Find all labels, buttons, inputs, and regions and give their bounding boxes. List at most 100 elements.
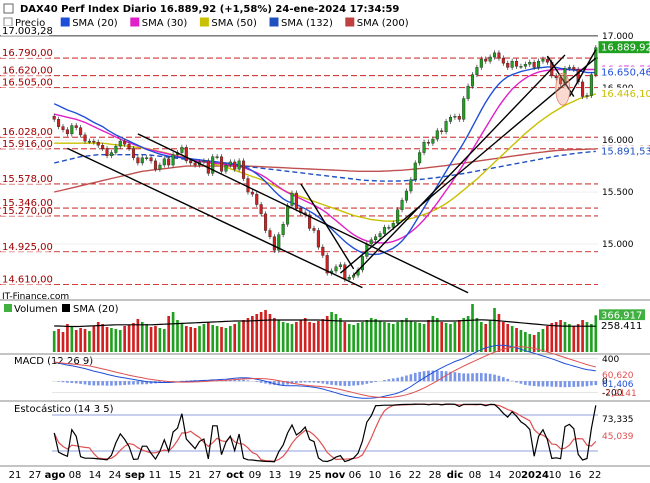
volume-bar [462,318,466,352]
volume-bar [308,322,311,352]
macd-histogram-bar [105,381,109,386]
macd-histogram-bar [317,381,320,383]
candle-body [325,255,329,274]
candle-body [378,233,382,237]
macd-histogram-bar [471,373,474,382]
macd-histogram-bar [563,381,567,388]
candle-body [559,77,563,85]
candle-body [528,62,532,65]
volume-tag-bg-0 [599,309,645,321]
volume-bar [532,335,536,352]
stoch-d-line [53,403,597,462]
macd-histogram-bar [440,370,444,382]
volume-bar [396,322,399,352]
volume-bar [123,326,126,352]
right-tag-label-2: 16.650,46 [601,68,650,79]
candle-body [594,47,598,75]
volume-bar [61,332,65,352]
volume-bar [136,319,140,352]
volume-bar [299,320,303,352]
volume-bar [484,324,488,352]
macd-histogram-bar [497,375,501,382]
macd-histogram-bar [457,372,461,382]
legend-label-5: SMA (200) [357,18,409,29]
volume-bar [444,323,448,352]
candle-body [109,152,113,156]
level-label-2: 16.620,00 [2,66,53,77]
macd-histogram-bar [541,381,545,387]
macd-histogram-bar [321,381,325,384]
macd-histogram-bar [237,379,241,382]
volume-tag-label-1: 258.411 [601,321,642,332]
candle-body [400,200,404,210]
volume-bar [114,329,118,352]
level-bg-6 [1,173,49,184]
right-tag-label-0: 16.889,92 [601,43,650,54]
volume-bar [132,323,135,352]
macd-histogram-bar [96,381,100,386]
menu-icon[interactable] [3,3,14,14]
volume-bar [572,326,576,352]
macd-histogram-bar [484,373,488,382]
macd-histogram-bar [312,381,316,383]
volume-legend-label: Volumen [14,304,58,315]
candle-body [286,205,290,225]
x-tick-label: 19 [289,470,302,481]
volume-bar [184,326,188,352]
candle-body [338,264,342,268]
volume-bar [563,322,567,352]
volume-bar [79,328,82,352]
candle-body [585,95,589,97]
volume-bar [110,328,113,352]
volume-bar [286,323,289,352]
candle-body [70,125,74,135]
macd-histogram-bar [449,371,452,382]
sma132-line [54,150,596,182]
macd-histogram-bar [140,381,144,385]
volume-bar [57,329,60,352]
volume-bar [479,322,483,352]
stoch-k-line [53,403,597,463]
volume-bar [405,318,408,352]
candle-body [237,160,241,170]
macd-histogram-bar [515,381,518,383]
volume-bar [409,321,413,352]
volume-bar [449,324,452,352]
macd-histogram-bar [343,381,347,386]
legend-swatch-4 [269,17,279,27]
candle-body [180,147,184,153]
candle-body [515,60,519,67]
x-tick-label: 15 [169,470,182,481]
volume-tag-bg-1 [599,320,645,332]
macd-histogram-bar [506,378,510,382]
legend-swatch-0 [3,17,13,27]
volume-bar [92,326,96,352]
volume-bar [211,325,215,352]
x-tick-label: 28 [429,470,442,481]
volume-bar [506,324,510,352]
legend-label-3: SMA (50) [211,18,257,29]
candle-body [96,141,100,146]
volume-bar [343,322,347,352]
candle-body [162,158,166,166]
level-label-3: 16.505,00 [2,78,53,89]
level-label-0: 17.003,28 [2,26,53,37]
y-tick-label-2: 16.000 [602,136,634,146]
volume-bar [176,320,179,352]
stoch-tag-1: 45,039 [602,432,634,442]
macd-histogram-bar [585,381,589,387]
macd-histogram-bar [136,381,140,385]
volume-bar [215,326,219,352]
level-label-7: 15.346,00 [2,198,53,209]
volume-bar [475,318,479,352]
macd-histogram-bar [502,377,505,382]
volume-bar [334,314,338,352]
candle-body [440,130,444,132]
volume-sma-legend-swatch [62,304,70,312]
stoch-title: Estocástico (14 3 5) [14,403,114,415]
candle-body [136,157,140,164]
volume-bar [383,322,386,352]
macd-histogram-bar [594,381,598,386]
right-tag-bg-3 [599,87,649,99]
volume-bar [546,326,549,352]
